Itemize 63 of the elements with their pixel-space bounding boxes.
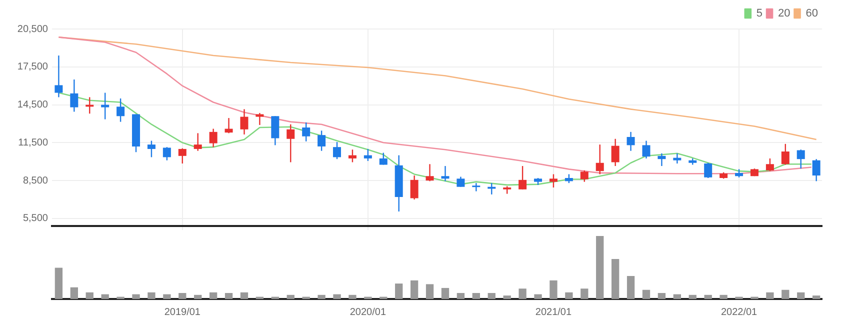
bar [782,290,790,299]
bar [797,292,805,299]
bar [441,288,450,299]
bar [472,293,480,299]
legend-label: 20 [778,8,790,20]
bar [688,294,696,299]
bar [86,292,94,299]
bar [658,293,666,299]
candlestick [256,112,264,125]
bar [426,284,434,299]
bar [580,288,588,299]
legend-label: 5 [756,8,763,20]
bar [565,292,573,299]
x-tick-label: 2022/01 [720,306,758,318]
bar [148,292,156,299]
bar [101,294,109,299]
bar [70,287,78,299]
candlestick [426,164,434,182]
y-tick-label: 17,500 [17,62,48,73]
candlestick [54,56,63,98]
bar [194,294,202,299]
candlestick [673,153,682,164]
candlestick [472,183,480,192]
bar [410,280,418,299]
bar [132,294,140,299]
bar [333,294,341,299]
bar [54,268,63,299]
x-tick-label: 2019/01 [164,306,201,318]
bar [209,292,218,299]
bar [626,276,635,299]
bar [704,294,712,299]
bar [611,258,620,299]
bar [318,294,326,299]
bar [456,293,465,299]
y-tick-label: 20,500 [17,24,48,35]
bar [673,294,682,299]
bar [503,296,511,299]
y-tick-label: 8,500 [22,175,48,186]
bar [596,236,604,299]
legend-label: 60 [806,8,818,20]
bar [534,294,542,299]
bar [720,294,728,299]
candlestick [441,166,450,182]
y-tick-label: 5,500 [22,213,48,224]
x-tick-label: 2020/01 [350,306,386,318]
bar [488,293,496,299]
bar [395,284,403,299]
bar [163,294,171,299]
bar [348,294,356,299]
bar [224,293,233,299]
candlestick [658,153,666,166]
bar [286,294,294,299]
bar [766,292,774,299]
bar [240,292,248,299]
bar [550,280,558,299]
candlestick [224,118,233,134]
y-tick-label: 11,500 [18,137,48,148]
bar [178,293,186,299]
bar [518,288,526,299]
x-tick-label: 2021/01 [535,306,572,318]
y-tick-label: 14,500 [17,100,48,111]
bar [812,296,820,299]
bar [642,290,650,299]
